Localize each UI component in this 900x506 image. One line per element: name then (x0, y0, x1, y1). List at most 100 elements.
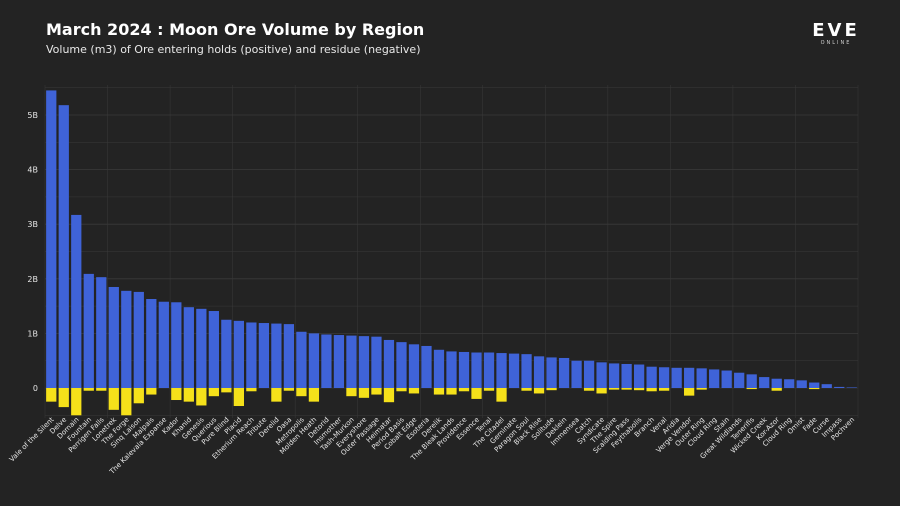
bar-positive (158, 301, 169, 388)
bar-negative (608, 388, 620, 390)
bar-positive (233, 320, 244, 388)
bar-negative (546, 388, 557, 391)
bar-negative (283, 388, 295, 391)
bar-positive (558, 357, 570, 388)
residue-bars (46, 388, 820, 416)
bar-negative (233, 388, 244, 407)
bar-positive (709, 369, 720, 388)
eve-online-logo: EVE ONLINE (808, 22, 864, 47)
y-tick-label: 0 (33, 384, 38, 393)
chart-subtitle: Volume (m3) of Ore entering holds (posit… (46, 43, 421, 56)
x-axis-labels: Vale of the SilentDelveDomainFountainPer… (8, 415, 856, 476)
bar-negative (696, 388, 707, 390)
bar-positive (358, 336, 370, 388)
bar-positive (496, 353, 507, 388)
bar-negative (533, 388, 545, 394)
bar-positive (521, 354, 532, 388)
bar-positive (71, 214, 82, 388)
bar-negative (108, 388, 119, 410)
bar-negative (133, 388, 144, 404)
bar-negative (458, 388, 470, 392)
bar-positive (46, 90, 57, 389)
bar-positive (583, 360, 595, 388)
bar-negative (809, 388, 820, 390)
bar-negative (83, 388, 94, 391)
bar-positive (721, 370, 732, 388)
bar-negative (383, 388, 395, 403)
bar-positive (746, 374, 757, 388)
bar-positive (333, 335, 345, 388)
bar-negative (771, 388, 782, 391)
bar-negative (208, 388, 219, 397)
bar-positive (608, 363, 620, 388)
bar-negative (521, 388, 532, 391)
bar-positive (221, 319, 232, 388)
bar-positive (759, 377, 770, 388)
bar-positive (258, 323, 270, 388)
bar-positive (308, 333, 320, 388)
bar-positive (171, 302, 182, 388)
bar-negative (308, 388, 320, 402)
bar-positive (371, 336, 382, 388)
bar-positive (271, 323, 282, 388)
bar-positive (508, 353, 520, 388)
bar-positive (121, 290, 132, 388)
bar-positive (96, 277, 107, 388)
bar-negative (71, 388, 82, 416)
bar-positive (546, 357, 557, 388)
bar-positive (821, 384, 832, 388)
logo-sub-text: ONLINE (820, 40, 852, 46)
bar-positive (596, 362, 607, 388)
bar-negative (183, 388, 194, 402)
bar-positive (433, 349, 445, 388)
bar-negative (659, 388, 670, 391)
bar-positive (458, 351, 470, 388)
ore-volume-bars (46, 90, 857, 389)
bar-negative (46, 388, 57, 402)
bar-positive (108, 286, 119, 388)
bar-positive (571, 360, 582, 388)
bar-positive (208, 311, 219, 388)
bar-negative (646, 388, 657, 392)
bar-positive (58, 105, 69, 388)
bar-positive (834, 386, 845, 388)
bar-negative (146, 388, 157, 395)
bar-positive (621, 363, 632, 388)
bar-negative (246, 388, 257, 392)
bar-negative (271, 388, 282, 402)
y-tick-label: 3B (27, 220, 38, 229)
bar-positive (321, 334, 332, 388)
bar-negative (358, 388, 370, 398)
bar-positive (396, 342, 407, 388)
bar-positive (696, 368, 707, 388)
bar-positive (483, 352, 495, 388)
bar-negative (633, 388, 645, 391)
bar-negative (583, 388, 595, 391)
grid-lines (44, 84, 859, 419)
bar-positive (659, 367, 670, 388)
bar-negative (596, 388, 607, 394)
y-tick-label: 4B (27, 166, 38, 175)
bar-negative (96, 388, 107, 391)
bar-negative (684, 388, 695, 396)
bar-positive (471, 352, 482, 388)
bar-positive (283, 324, 295, 388)
bar-positive (383, 339, 395, 388)
bar-positive (446, 351, 457, 388)
bar-negative (433, 388, 445, 395)
bar-positive (784, 379, 795, 388)
bar-positive (846, 387, 857, 388)
bar-positive (646, 366, 657, 388)
bar-positive (346, 335, 357, 388)
bar-positive (183, 307, 194, 388)
bar-positive (796, 380, 807, 388)
bar-positive (196, 308, 207, 388)
bar-positive (408, 344, 420, 388)
bar-positive (421, 345, 432, 388)
bar-positive (684, 367, 695, 388)
y-tick-label: 2B (27, 275, 38, 284)
bar-negative (471, 388, 482, 399)
bar-positive (83, 273, 94, 388)
bar-negative (121, 388, 132, 416)
